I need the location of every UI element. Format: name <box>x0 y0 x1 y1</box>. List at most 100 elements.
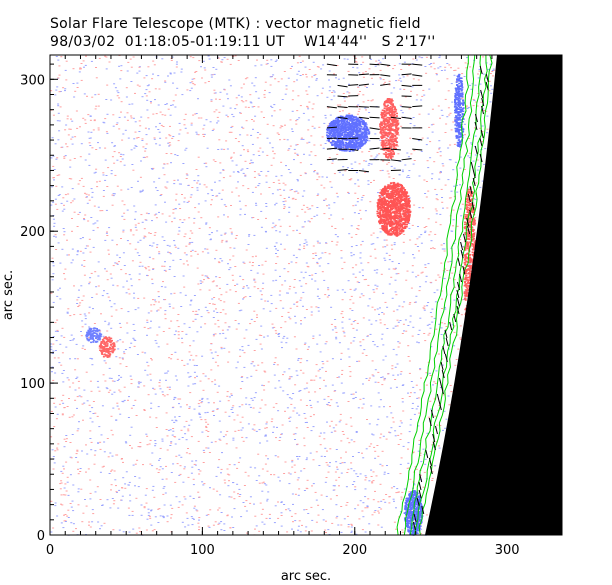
noise-pixel <box>428 234 431 236</box>
noise-pixel <box>289 119 292 121</box>
noise-pixel <box>151 278 154 280</box>
noise-pixel <box>190 436 193 438</box>
noise-pixel <box>279 127 282 129</box>
noise-pixel <box>415 59 418 61</box>
noise-pixel <box>359 341 362 343</box>
noise-pixel <box>119 363 122 365</box>
noise-pixel <box>87 220 90 222</box>
polarity-pixel <box>331 125 334 127</box>
noise-pixel <box>323 122 326 124</box>
noise-pixel <box>125 96 128 98</box>
noise-pixel <box>217 216 220 218</box>
noise-pixel <box>361 240 364 242</box>
noise-pixel <box>71 218 73 219</box>
noise-pixel <box>151 168 154 170</box>
noise-pixel <box>397 491 399 493</box>
noise-pixel <box>374 257 377 259</box>
noise-pixel <box>155 126 157 128</box>
noise-pixel <box>275 253 277 254</box>
noise-pixel <box>61 504 64 506</box>
noise-pixel <box>249 466 252 468</box>
polarity-pixel <box>341 123 344 126</box>
noise-pixel <box>105 68 108 70</box>
noise-pixel <box>137 486 140 488</box>
noise-pixel <box>295 262 298 264</box>
noise-pixel <box>196 187 199 189</box>
noise-pixel <box>56 449 59 451</box>
noise-pixel <box>348 92 351 94</box>
noise-pixel <box>193 463 196 465</box>
noise-pixel <box>295 257 298 259</box>
noise-pixel <box>97 127 100 129</box>
noise-pixel <box>56 413 59 415</box>
noise-pixel <box>434 188 437 190</box>
noise-pixel <box>356 105 358 107</box>
polarity-pixel <box>355 145 358 148</box>
noise-pixel <box>274 505 277 507</box>
noise-pixel <box>464 134 466 136</box>
noise-pixel <box>52 114 55 116</box>
noise-pixel <box>299 162 302 164</box>
noise-pixel <box>376 285 379 287</box>
noise-pixel <box>242 279 245 281</box>
noise-pixel <box>172 463 175 465</box>
noise-pixel <box>77 213 80 215</box>
noise-pixel <box>459 184 461 186</box>
noise-pixel <box>123 204 126 206</box>
noise-pixel <box>232 437 235 439</box>
noise-pixel <box>218 180 221 182</box>
noise-pixel <box>278 333 281 334</box>
noise-pixel <box>466 57 468 59</box>
polarity-pixel <box>336 140 339 142</box>
noise-pixel <box>215 475 218 477</box>
noise-pixel <box>123 116 126 118</box>
noise-pixel <box>429 400 432 402</box>
polarity-pixel <box>368 131 371 133</box>
noise-pixel <box>304 342 307 344</box>
noise-pixel <box>379 139 382 141</box>
noise-pixel <box>74 136 77 138</box>
noise-pixel <box>257 97 260 99</box>
noise-pixel <box>84 192 86 194</box>
noise-pixel <box>149 416 152 418</box>
noise-pixel <box>52 468 55 470</box>
noise-pixel <box>198 519 200 521</box>
noise-pixel <box>485 62 488 64</box>
noise-pixel <box>103 360 106 362</box>
noise-pixel <box>67 494 70 496</box>
noise-pixel <box>170 358 173 360</box>
noise-pixel <box>52 456 55 457</box>
noise-pixel <box>210 238 212 240</box>
noise-pixel <box>99 528 101 530</box>
noise-pixel <box>354 276 357 278</box>
noise-pixel <box>407 462 410 464</box>
noise-pixel <box>283 371 286 373</box>
noise-pixel <box>250 269 253 271</box>
noise-pixel <box>316 214 319 216</box>
noise-pixel <box>76 450 79 452</box>
noise-pixel <box>207 514 210 516</box>
noise-pixel <box>329 448 332 450</box>
noise-pixel <box>164 114 167 116</box>
noise-pixel <box>340 440 343 442</box>
noise-pixel <box>151 465 154 467</box>
noise-pixel <box>408 108 411 110</box>
noise-pixel <box>302 372 305 374</box>
noise-pixel <box>435 328 438 330</box>
noise-pixel <box>111 239 114 241</box>
noise-pixel <box>164 310 167 312</box>
noise-pixel <box>125 292 128 294</box>
noise-pixel <box>252 262 254 263</box>
noise-pixel <box>261 521 264 523</box>
noise-pixel <box>249 323 252 325</box>
noise-pixel <box>79 302 82 304</box>
noise-pixel <box>107 324 110 326</box>
noise-pixel <box>89 492 92 494</box>
noise-pixel <box>226 58 229 60</box>
noise-pixel <box>50 343 53 345</box>
noise-pixel <box>189 90 192 92</box>
noise-pixel <box>291 466 294 468</box>
noise-pixel <box>233 498 236 500</box>
noise-pixel <box>433 161 436 163</box>
noise-pixel <box>121 139 124 141</box>
